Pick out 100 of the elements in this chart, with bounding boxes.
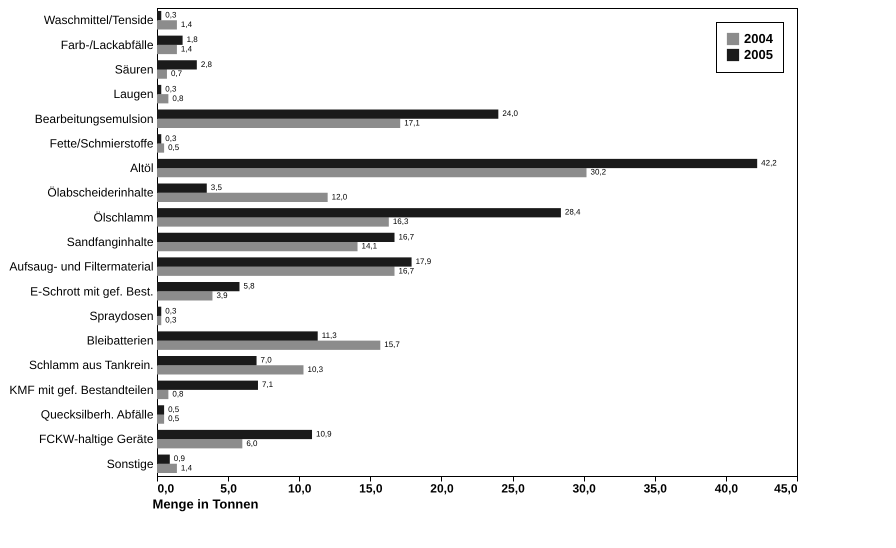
bar (157, 217, 389, 227)
bar (157, 10, 162, 20)
bar (157, 192, 328, 202)
data-label: 3,9 (216, 290, 228, 300)
data-label: 0,8 (172, 389, 184, 398)
data-label: 14,1 (362, 242, 378, 251)
bar (157, 439, 242, 448)
data-label: 5,8 (243, 282, 256, 291)
bar (157, 356, 257, 366)
x-tick-label: 35,0 (644, 482, 668, 496)
data-label: 17,1 (404, 118, 420, 128)
y-tick-label: Bearbeitungsemulsion (34, 112, 154, 126)
data-label: 0,5 (168, 414, 180, 424)
y-tick-label: Aufsaug- und Filtermaterial (9, 260, 154, 274)
bar (157, 365, 304, 374)
bar (157, 454, 170, 464)
data-label: 0,3 (165, 10, 177, 20)
x-tick-label: 10,0 (288, 482, 312, 496)
bar (157, 430, 312, 440)
x-tick-label: 0,0 (158, 482, 175, 496)
x-tick-label: 25,0 (501, 482, 526, 496)
data-label: 0,5 (168, 143, 180, 152)
data-label: 10,9 (316, 430, 332, 439)
data-label: 17,9 (416, 257, 432, 266)
bar (157, 291, 212, 301)
data-label: 0,5 (168, 404, 180, 414)
bar (157, 143, 164, 153)
data-label: 16,3 (392, 216, 409, 226)
data-label: 2,8 (200, 60, 212, 69)
y-tick-label: Spraydosen (89, 308, 154, 323)
bar (157, 183, 207, 193)
bar (157, 118, 400, 128)
data-label: 0,3 (165, 84, 177, 94)
y-tick-label: KMF mit gef. Bestandteilen (9, 382, 154, 397)
y-tick-label: Bleibatterien (86, 334, 154, 348)
data-label: 0,7 (170, 69, 183, 78)
y-tick-label: Ölabscheiderinhalte (47, 186, 154, 200)
x-axis-title: Menge in Tonnen (152, 496, 258, 512)
data-label: 7,0 (260, 356, 272, 365)
data-label: 15,7 (384, 340, 400, 350)
y-tick-label: Laugen (113, 87, 154, 102)
data-label: 6,0 (246, 438, 258, 448)
data-label: 16,7 (398, 232, 415, 242)
bar (157, 266, 395, 276)
bar (157, 158, 758, 168)
y-tick-label: Altöl (130, 161, 154, 176)
y-tick-label: Waschmittel/Tenside (44, 13, 154, 28)
data-label: 10,3 (307, 364, 324, 374)
data-label: 7,1 (262, 380, 274, 390)
y-tick-label: Fette/Schmierstoffe (50, 136, 154, 150)
x-tick-label: 20,0 (430, 482, 454, 496)
bar (157, 60, 197, 70)
data-label: 16,7 (398, 266, 415, 276)
y-tick-label: Sandfanginhalte (66, 235, 154, 249)
bar (157, 414, 164, 424)
y-tick-label: Quecksilberh. Abfälle (40, 408, 154, 422)
data-label: 0,9 (174, 454, 186, 464)
data-label: 11,3 (322, 330, 338, 340)
data-label: 3,5 (210, 183, 222, 192)
data-label: 0,3 (165, 316, 177, 325)
data-label: 1,4 (180, 44, 193, 54)
data-label: 24,0 (502, 109, 518, 118)
bar (157, 20, 177, 30)
data-label: 1,8 (186, 35, 198, 44)
bar (157, 110, 498, 119)
bar (157, 242, 358, 252)
data-label: 0,3 (165, 134, 177, 143)
y-tick-label: Ölschlamm (93, 210, 154, 224)
bar (157, 380, 258, 390)
y-tick-label: Schlamm aus Tankrein. (29, 358, 154, 372)
y-tick-label: Farb-/Lackabfälle (60, 38, 154, 52)
data-label: 30,2 (590, 168, 607, 177)
bar (157, 36, 183, 45)
x-tick-label: 40,0 (714, 482, 738, 496)
bar (157, 134, 162, 144)
data-label: 0,8 (172, 94, 184, 103)
x-tick-label: 15,0 (359, 482, 383, 496)
bar (157, 257, 412, 267)
data-label: 1,4 (180, 20, 193, 29)
bar (157, 464, 177, 474)
bar (157, 94, 168, 104)
bar (157, 232, 395, 242)
bar (157, 316, 162, 326)
legend-label: 2005 (744, 47, 773, 62)
bar (157, 340, 380, 350)
data-label: 0,3 (165, 306, 177, 316)
bar (157, 306, 162, 316)
bar (157, 405, 164, 415)
bar (157, 84, 162, 94)
bar (157, 282, 240, 292)
bar (157, 331, 318, 341)
bar (157, 69, 167, 79)
y-tick-label: E-Schrott mit gef. Best. (30, 284, 154, 298)
y-tick-label: Sonstige (106, 456, 154, 471)
bar (157, 208, 561, 218)
bar (157, 168, 587, 178)
legend-label: 2004 (744, 31, 774, 46)
data-label: 42,2 (761, 158, 778, 168)
y-tick-label: FCKW-haltige Geräte (39, 432, 154, 446)
bar (157, 390, 168, 400)
